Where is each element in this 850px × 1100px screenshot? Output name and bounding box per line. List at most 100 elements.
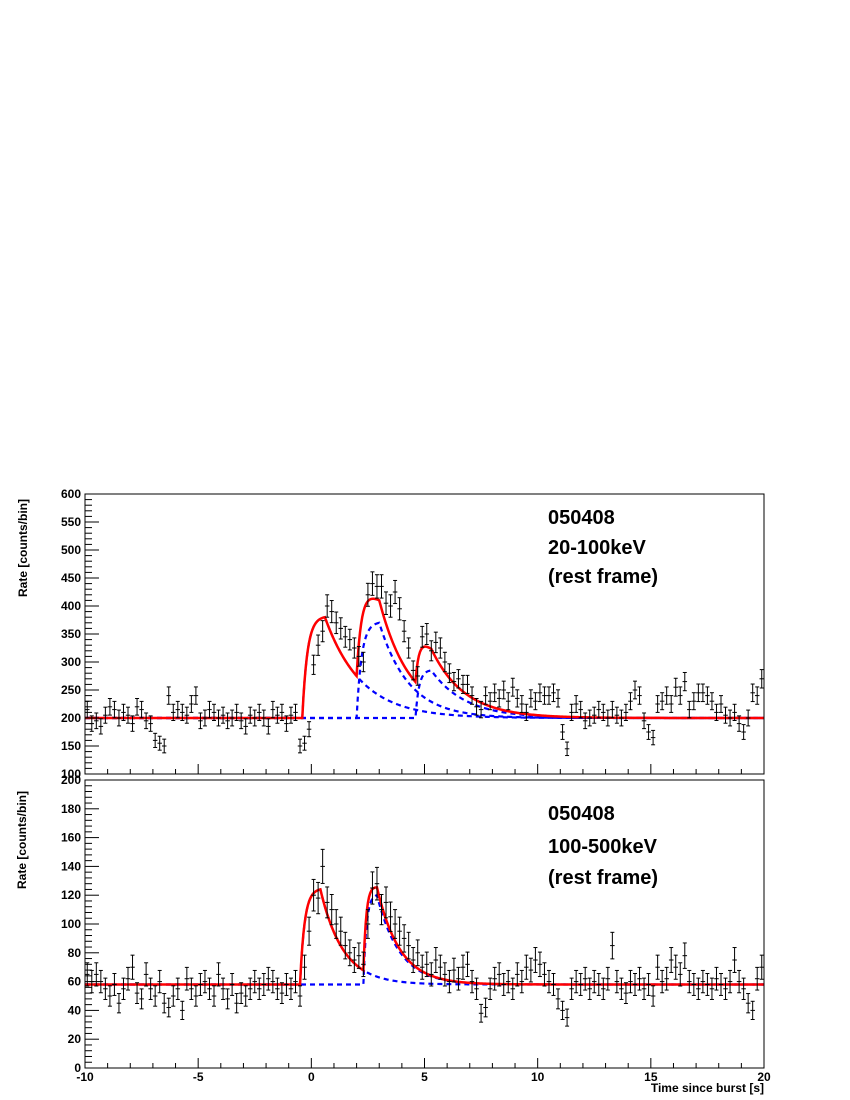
top-data-point [130, 715, 135, 732]
top-data-point [505, 692, 511, 711]
bottom-data-point [668, 947, 674, 973]
top-data-point [148, 715, 153, 732]
top-data-point [329, 600, 334, 624]
bottom-data-point [166, 997, 172, 1018]
bottom-data-point [343, 931, 348, 960]
bottom-x-tick-label: 5 [421, 1070, 428, 1084]
top-data-point [324, 594, 330, 618]
bottom-data-point [754, 966, 760, 991]
top-data-point [229, 709, 235, 727]
top-data-point [501, 680, 506, 700]
bottom-data-point [750, 1000, 755, 1021]
bottom-y-tick-label: 160 [61, 831, 81, 845]
bottom-data-point [433, 947, 439, 973]
bottom-data-point [302, 954, 307, 980]
top-y-axis-title: Rate [counts/bin] [16, 499, 30, 597]
top-data-point [261, 709, 267, 727]
bottom-data-point [637, 966, 642, 991]
top-data-point [659, 692, 665, 711]
top-data-point [524, 703, 529, 722]
top-data-point [519, 695, 525, 713]
bottom-data-point [288, 977, 294, 1000]
top-data-point [216, 709, 221, 727]
top-data-point [175, 700, 181, 719]
bottom-y-tick-label: 140 [61, 859, 81, 873]
bottom-data-point [220, 977, 226, 1000]
top-data-point [691, 692, 697, 711]
top-data-point [306, 721, 312, 738]
bottom-data-point [619, 977, 624, 1000]
top-data-point [184, 706, 190, 724]
top-data-point [759, 669, 764, 689]
top-data-point [677, 686, 683, 705]
top-data-point [320, 620, 325, 643]
top-data-point [542, 686, 547, 705]
top-data-point [116, 709, 122, 727]
bottom-data-point [356, 942, 362, 969]
bottom-data-point [392, 909, 398, 939]
top-data-point [515, 689, 520, 708]
bottom-data-point [573, 969, 579, 994]
top-data-point [410, 660, 416, 681]
bottom-data-point [605, 966, 611, 991]
bottom-data-point [632, 973, 638, 996]
bottom-data-point [171, 985, 176, 1007]
top-data-point [347, 628, 353, 651]
bottom-data-point [338, 916, 344, 946]
bottom-data-point [501, 973, 506, 996]
top-data-point [456, 669, 461, 689]
top-data-point [125, 706, 131, 724]
top-data-point [252, 709, 258, 727]
bottom-data-point [533, 947, 538, 973]
top-data-point [98, 718, 104, 735]
top-data-point [745, 709, 751, 727]
top-data-point [333, 611, 339, 635]
bottom-data-point [465, 951, 470, 978]
bottom-data-point [528, 957, 534, 983]
top-data-point [465, 674, 470, 694]
top-data-point [243, 718, 248, 735]
bottom-y-tick-label: 0 [74, 1061, 81, 1075]
top-data-point [220, 706, 226, 724]
top-data-point [356, 646, 362, 667]
bottom-data-point [257, 977, 262, 1000]
bottom-data-point [673, 954, 678, 980]
top-data-point [343, 625, 348, 648]
top-data-point [139, 700, 144, 719]
bottom-data-point [229, 973, 235, 996]
top-data-point [284, 715, 289, 732]
bottom-data-point [130, 954, 135, 980]
bottom-data-point [429, 962, 434, 987]
bottom-data-point [759, 954, 764, 980]
top-data-point [623, 703, 629, 722]
bottom-data-points [85, 848, 764, 1027]
top-data-point [596, 700, 602, 719]
bottom-data-point [537, 951, 543, 978]
top-data-point [546, 686, 552, 705]
top-data-point [171, 703, 176, 722]
top-data-point [573, 695, 579, 713]
top-data-point [424, 623, 430, 645]
bottom-data-point [696, 977, 701, 1000]
top-fit-curves [85, 597, 764, 720]
bottom-x-tick-label: -5 [193, 1070, 204, 1084]
bottom-data-point [505, 969, 511, 994]
bottom-data-point [677, 962, 683, 987]
bottom-data-point [483, 997, 488, 1018]
top-data-point [650, 729, 656, 746]
top-data-point [591, 706, 597, 724]
bottom-data-point [650, 985, 656, 1007]
top-y-tick-label: 600 [61, 487, 81, 501]
bottom-data-point [474, 977, 479, 1000]
bottom-data-point [234, 993, 239, 1014]
top-data-point [112, 700, 117, 719]
bottom-data-point [705, 973, 710, 996]
bottom-data-point [741, 977, 746, 1000]
bottom-data-point [175, 977, 181, 1000]
bottom-data-point [211, 985, 217, 1007]
top-data-point [560, 724, 565, 740]
bottom-data-point [524, 954, 529, 980]
bottom-data-point [152, 985, 158, 1007]
top-y-tick-label: 500 [61, 543, 81, 557]
bottom-data-point [655, 954, 660, 980]
